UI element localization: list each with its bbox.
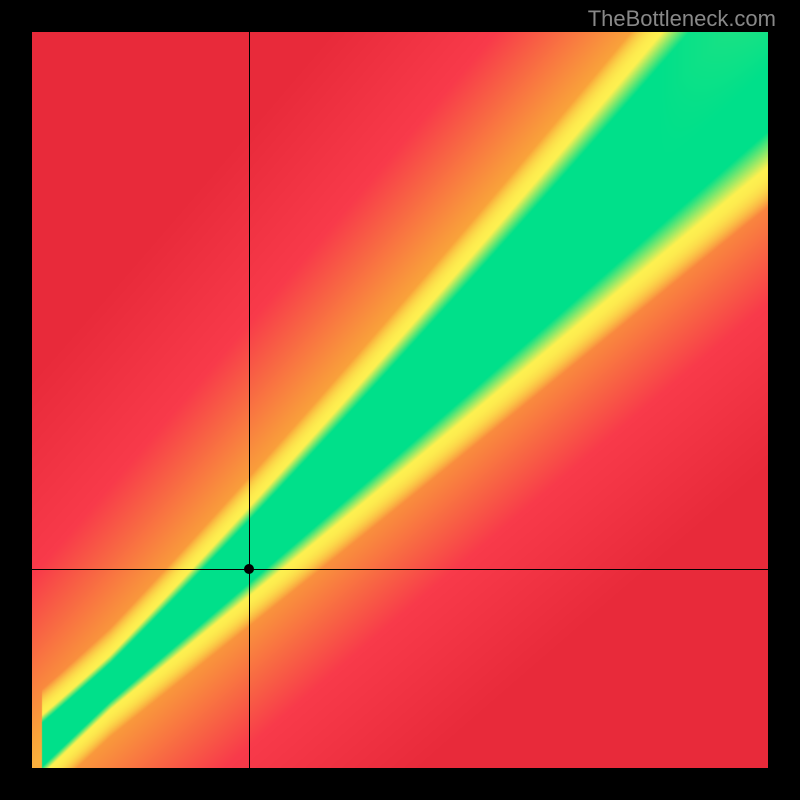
crosshair-marker [244, 564, 254, 574]
heatmap-canvas [32, 32, 768, 768]
watermark-text: TheBottleneck.com [588, 6, 776, 32]
crosshair-vertical [249, 32, 250, 768]
crosshair-horizontal [32, 569, 768, 570]
heatmap-plot [32, 32, 768, 768]
